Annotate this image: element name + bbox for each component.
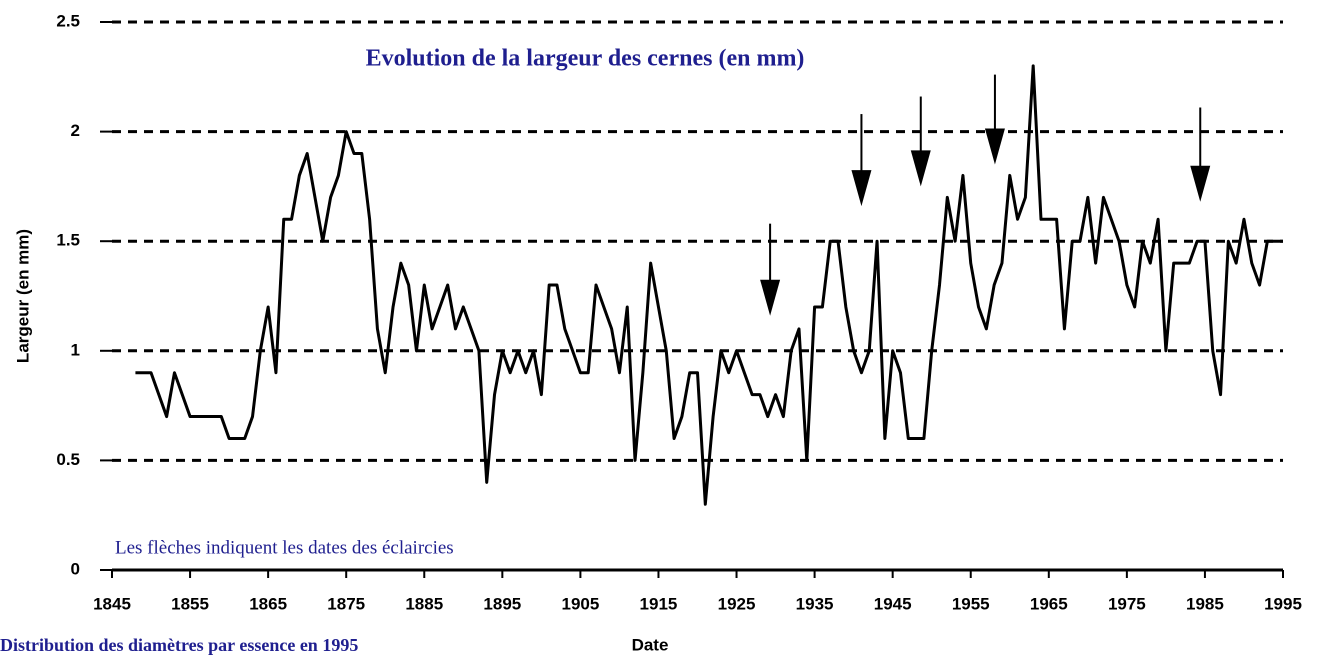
arrow-head	[851, 170, 872, 207]
x-tick-label: 1875	[327, 594, 365, 613]
x-tick-label: 1995	[1264, 594, 1302, 613]
x-tick-label: 1905	[561, 594, 599, 613]
note: Les flèches indiquent les dates des écla…	[115, 537, 454, 558]
y-tick-label: 1	[71, 340, 80, 359]
footer: Distribution des diamètres par essence e…	[0, 635, 358, 655]
x-tick-label: 1925	[718, 594, 756, 613]
arrow-head	[910, 150, 931, 187]
chart-title: Evolution de la largeur des cernes (en m…	[366, 46, 805, 72]
x-tick-label: 1895	[483, 594, 521, 613]
x-tick-label: 1955	[952, 594, 990, 613]
y-tick-label: 2.5	[56, 11, 80, 30]
x-tick-label: 1935	[796, 594, 834, 613]
y-tick-label: 0.5	[56, 450, 80, 469]
x-tick-label: 1945	[874, 594, 912, 613]
x-tick-label: 1885	[405, 594, 443, 613]
series-line	[135, 64, 1283, 506]
x-tick-label: 1965	[1030, 594, 1068, 613]
arrow-head	[984, 128, 1005, 165]
y-tick-label: 2	[71, 121, 80, 140]
x-tick-label: 1855	[171, 594, 209, 613]
arrow-head	[760, 279, 781, 316]
arrow-head	[1190, 165, 1211, 202]
x-tick-label: 1985	[1186, 594, 1224, 613]
y-axis-label: Largeur (en mm)	[13, 229, 32, 363]
x-tick-label: 1975	[1108, 594, 1146, 613]
x-axis-label: Date	[632, 635, 669, 654]
y-tick-label: 0	[71, 559, 80, 578]
x-tick-label: 1845	[93, 594, 131, 613]
y-tick-label: 1.5	[56, 231, 80, 250]
x-tick-label: 1865	[249, 594, 287, 613]
x-tick-label: 1915	[640, 594, 678, 613]
